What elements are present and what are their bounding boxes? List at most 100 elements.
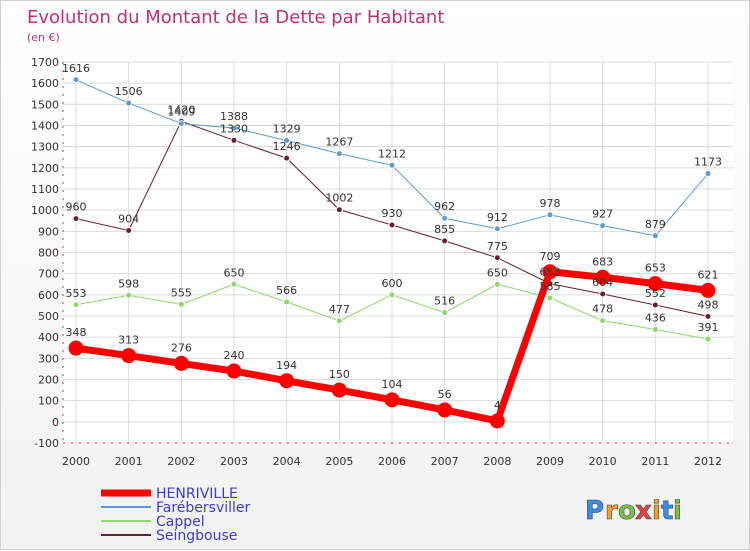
series-point-seingbouse (388, 221, 396, 229)
y-tick-label: 900 (38, 225, 59, 238)
data-label-seingbouse: 653 (540, 266, 561, 279)
y-tick-label: -100 (34, 437, 59, 450)
y-tick-label: 1200 (31, 162, 59, 175)
data-label-cappel: 598 (118, 277, 139, 290)
data-label-henriville: 194 (276, 359, 297, 372)
series-point-far-bersviller (651, 232, 659, 240)
series-point-far-bersviller (335, 150, 343, 158)
data-label-seingbouse: 960 (66, 201, 87, 214)
data-label-henriville: 683 (592, 255, 613, 268)
series-point-henriville (647, 276, 663, 292)
x-tick-label: 2005 (325, 455, 353, 468)
series-point-henriville (331, 382, 347, 398)
series-point-cappel (599, 317, 607, 325)
x-tick-label: 2006 (378, 455, 406, 468)
series-point-seingbouse (441, 237, 449, 245)
data-label-henriville: 621 (698, 268, 719, 281)
series-point-cappel (388, 291, 396, 299)
data-label-henriville: 4 (494, 399, 501, 412)
series-point-henriville (489, 413, 505, 429)
legend-label-far-bersviller: Farébersviller (156, 500, 251, 516)
x-tick-label: 2009 (536, 455, 564, 468)
legend-label-cappel: Cappel (156, 514, 205, 530)
series-point-seingbouse (230, 136, 238, 144)
data-label-far-bersviller: 912 (487, 211, 508, 224)
series-point-seingbouse (125, 226, 133, 234)
chart-subtitle: (en €) (27, 31, 60, 44)
y-tick-label: 400 (38, 331, 59, 344)
series-point-cappel (493, 280, 501, 288)
series-point-far-bersviller (704, 170, 712, 178)
series-point-seingbouse (335, 206, 343, 214)
y-tick-label: 1400 (31, 120, 59, 133)
data-label-henriville: 56 (438, 388, 452, 401)
data-label-seingbouse: 498 (698, 298, 719, 311)
y-tick-label: 1300 (31, 141, 59, 154)
x-tick-label: 2000 (62, 455, 90, 468)
data-label-henriville: 276 (171, 341, 192, 354)
data-label-henriville: 104 (382, 378, 403, 391)
series-point-far-bersviller (177, 120, 185, 128)
x-tick-label: 2012 (694, 455, 722, 468)
data-label-henriville: 150 (329, 368, 350, 381)
legend-label-seingbouse: Seingbouse (156, 528, 237, 544)
data-label-far-bersviller: 1267 (325, 136, 353, 149)
series-point-seingbouse (651, 301, 659, 309)
x-tick-label: 2002 (167, 455, 195, 468)
data-label-cappel: 600 (382, 277, 403, 290)
data-label-cappel: 553 (66, 287, 87, 300)
brand-letter: t (661, 496, 673, 526)
x-tick-label: 2010 (589, 455, 617, 468)
data-label-cappel: 478 (592, 303, 613, 316)
data-label-cappel: 436 (645, 312, 666, 325)
data-label-far-bersviller: 1388 (220, 110, 248, 123)
data-label-cappel: 391 (698, 321, 719, 334)
series-point-cappel (546, 294, 554, 302)
data-label-far-bersviller: 1506 (115, 85, 143, 98)
y-tick-label: 700 (38, 268, 59, 281)
series-point-far-bersviller (546, 211, 554, 219)
series-point-henriville (173, 355, 189, 371)
data-label-henriville: 709 (540, 250, 561, 263)
series-point-seingbouse (599, 290, 607, 298)
series-point-henriville (700, 282, 716, 298)
data-label-cappel: 477 (329, 303, 350, 316)
brand-letter: x (635, 496, 652, 526)
data-label-seingbouse: 904 (118, 212, 139, 225)
series-point-henriville (437, 402, 453, 418)
data-label-cappel: 650 (487, 266, 508, 279)
series-point-far-bersviller (441, 214, 449, 222)
legend-label-henriville: HENRIVILLE (156, 486, 238, 502)
data-label-far-bersviller: 978 (540, 197, 561, 210)
y-tick-label: 800 (38, 247, 59, 260)
series-point-cappel (177, 300, 185, 308)
y-tick-label: 500 (38, 310, 59, 323)
data-label-cappel: 516 (434, 295, 455, 308)
data-label-seingbouse: 604 (592, 276, 613, 289)
data-label-henriville: 240 (224, 349, 245, 362)
data-label-seingbouse: 1002 (325, 192, 353, 205)
chart-title: Evolution du Montant de la Dette par Hab… (27, 7, 444, 28)
data-label-far-bersviller: 879 (645, 218, 666, 231)
x-tick-label: 2011 (641, 455, 669, 468)
data-label-far-bersviller: 1409 (167, 106, 195, 119)
brand-letter: r (605, 496, 618, 526)
series-point-cappel (651, 326, 659, 334)
y-tick-label: 1500 (31, 98, 59, 111)
series-point-cappel (125, 291, 133, 299)
series-point-far-bersviller (599, 222, 607, 230)
y-tick-label: 300 (38, 352, 59, 365)
data-label-far-bersviller: 927 (592, 208, 613, 221)
series-point-cappel (704, 335, 712, 343)
data-label-henriville: 348 (66, 326, 87, 339)
y-tick-label: 1700 (31, 56, 59, 69)
brand-letter: P (585, 496, 604, 526)
data-label-cappel: 566 (276, 284, 297, 297)
data-label-seingbouse: 930 (382, 207, 403, 220)
data-label-far-bersviller: 1212 (378, 147, 406, 160)
axes: -100 0 100 200 300 400 500 600 700 800 900 1000 1100… (31, 56, 733, 468)
y-tick-label: 1100 (31, 183, 59, 196)
